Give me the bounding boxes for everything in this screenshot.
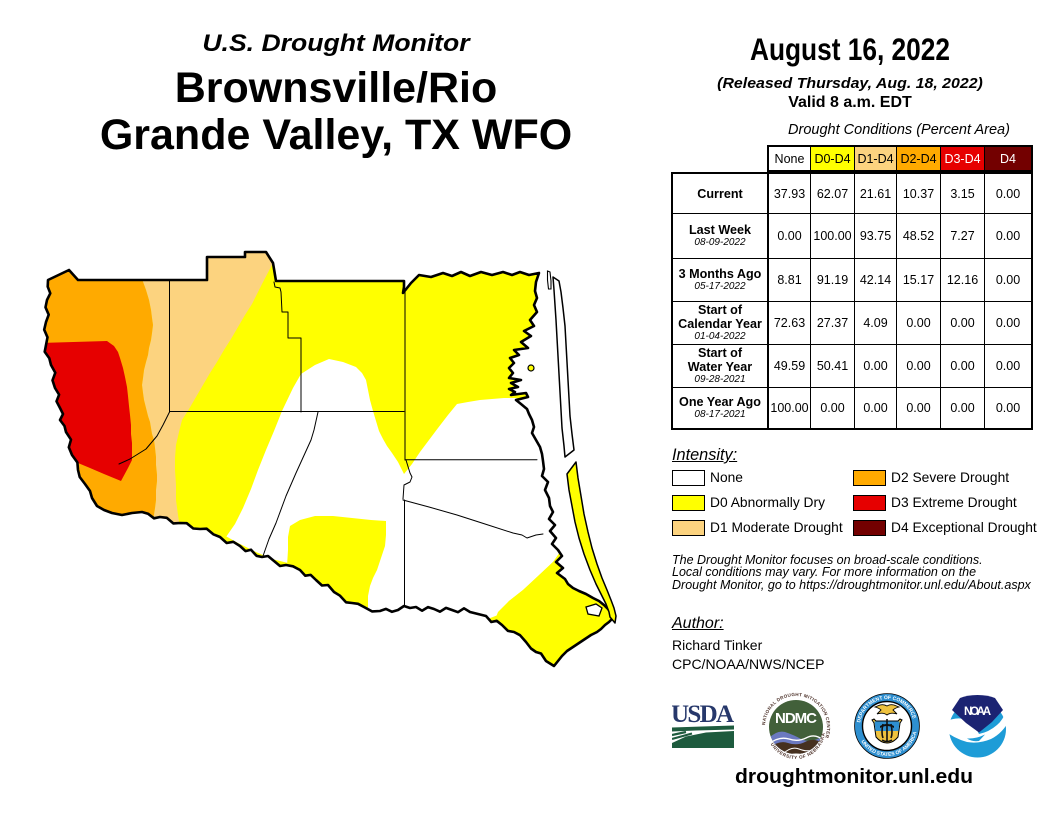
svg-text:USDA: USDA — [672, 703, 734, 728]
svg-text:NDMC: NDMC — [775, 710, 817, 727]
svg-text:NOAA: NOAA — [964, 706, 991, 718]
